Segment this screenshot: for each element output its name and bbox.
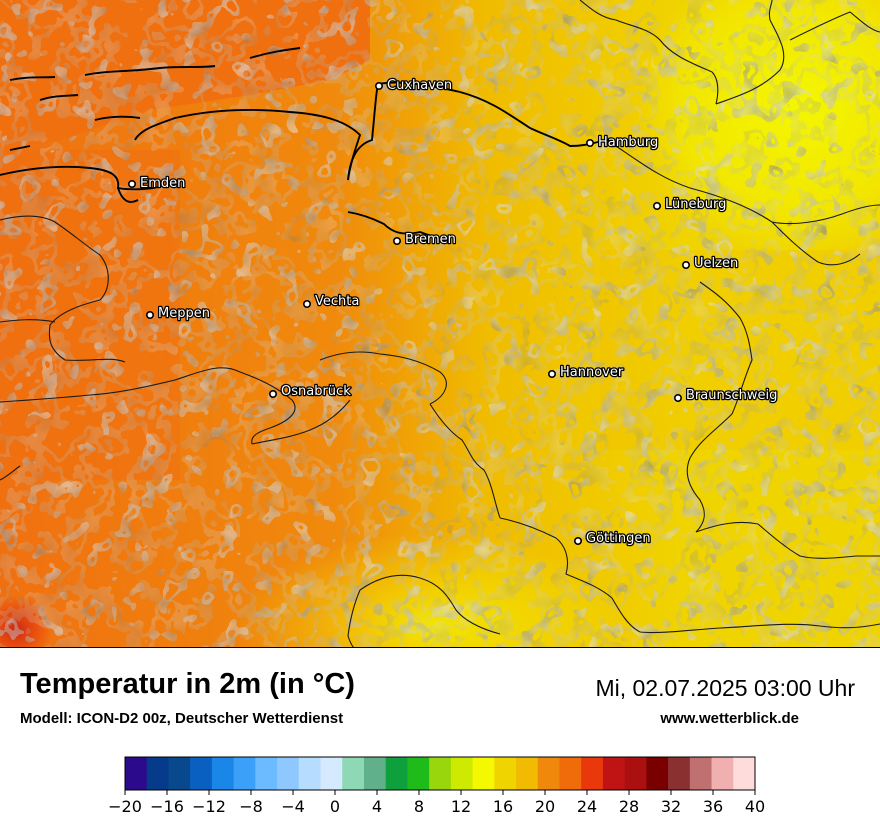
city-label: Uelzen [694,256,738,271]
city-dot [302,299,311,308]
legend-swatch [668,757,691,790]
forecast-datetime: Mi, 02.07.2025 03:00 Uhr [595,675,855,701]
city-bremen[interactable]: Bremen [392,231,457,248]
legend-swatches [125,757,756,790]
city-meppen[interactable]: Meppen [146,305,211,322]
city-braunschweig[interactable]: Braunschweig [673,387,779,404]
legend-swatch [689,757,712,790]
legend-swatch [537,757,560,790]
legend-swatch [211,757,235,790]
legend-tick-label: 16 [493,797,513,816]
city-label: Hamburg [598,135,658,150]
city-hamburg[interactable]: Hamburg [585,134,660,151]
city-markers: Cuxhaven Hamburg Emden Lüneburg Bremen U… [128,77,779,547]
legend-swatch [298,757,321,790]
legend-tick-label: 28 [619,797,639,816]
website-link[interactable]: www.wetterblick.de [660,710,799,727]
legend-swatch [450,757,473,790]
legend-swatch [277,757,300,790]
city-dot [673,393,682,402]
legend-tick-label: 20 [535,797,555,816]
city-dot [652,202,661,211]
legend-tick-label: 36 [703,797,723,816]
legend-swatch [494,757,517,790]
city-label: Hannover [560,365,624,380]
legend-swatch [581,757,604,790]
legend-swatch [602,757,626,790]
legend-tick-label: 40 [745,797,765,816]
legend-swatch [255,757,278,790]
city-dot [146,310,155,319]
city-label: Göttingen [586,531,651,546]
city-dot [573,536,582,545]
city-dot [392,237,401,246]
legend-swatch [624,757,647,790]
legend-swatch [233,757,256,790]
legend-swatch [320,757,343,790]
temperature-map[interactable]: Cuxhaven Hamburg Emden Lüneburg Bremen U… [0,0,880,648]
city-cuxhaven[interactable]: Cuxhaven [374,77,453,94]
legend-tick-label: 12 [451,797,471,816]
city-label: Braunschweig [686,388,777,403]
legend-swatch [516,757,539,790]
city-label: Vechta [315,294,359,309]
model-source: Modell: ICON-D2 00z, Deutscher Wetterdie… [20,710,344,727]
city-dot [128,180,137,189]
legend-swatch [168,757,191,790]
city-label: Bremen [405,232,456,247]
city-label: Cuxhaven [387,78,452,93]
legend-swatch [472,757,495,790]
legend-swatch [646,757,669,790]
legend-tick-label: −4 [281,797,305,816]
legend-swatch [559,757,582,790]
city-emden[interactable]: Emden [128,175,187,192]
city-dot [374,82,383,91]
city-label: Lüneburg [665,197,726,212]
legend-tick-label: −16 [150,797,184,816]
city-goettingen[interactable]: Göttingen [573,530,652,547]
city-osnabrueck[interactable]: Osnabrück [268,383,352,400]
legend-swatch [733,757,756,790]
city-dot [681,260,690,269]
map-title: Temperatur in 2m (in °C) [20,668,355,700]
legend-tick-label: 0 [330,797,340,816]
legend-tick-label: 32 [661,797,681,816]
city-dot [547,369,556,378]
coastlines [0,47,611,243]
state-borders [0,0,880,647]
city-dot [585,139,594,148]
city-label: Emden [140,176,185,191]
city-vechta[interactable]: Vechta [302,293,361,310]
legend-tick-label: 24 [577,797,597,816]
legend-swatch [385,757,408,790]
color-scale-legend: −20 −16 −12 −8 −4 0 4 8 12 16 20 24 28 32 36 40 [104,756,776,826]
city-uelzen[interactable]: Uelzen [681,255,739,272]
legend-frame [124,756,756,791]
city-label: Osnabrück [281,384,351,399]
legend-swatch [711,757,734,790]
legend-swatch [363,757,387,790]
city-lueneburg[interactable]: Lüneburg [652,196,728,213]
city-hannover[interactable]: Hannover [547,364,625,381]
legend-swatch [125,757,148,790]
city-label: Meppen [158,306,210,321]
legend-tick-label: −8 [239,797,263,816]
legend-tick-label: −12 [192,797,226,816]
legend-ticks: −20 −16 −12 −8 −4 0 4 8 12 16 20 24 28 32 36 40 [108,790,765,816]
legend-tick-label: 4 [372,797,382,816]
legend-swatch [429,757,452,790]
legend-tick-label: −20 [108,797,142,816]
legend-swatch [190,757,213,790]
legend-swatch [407,757,430,790]
legend-swatch [342,757,365,790]
city-dot [268,389,277,398]
legend-swatch [146,757,169,790]
legend-tick-label: 8 [414,797,424,816]
